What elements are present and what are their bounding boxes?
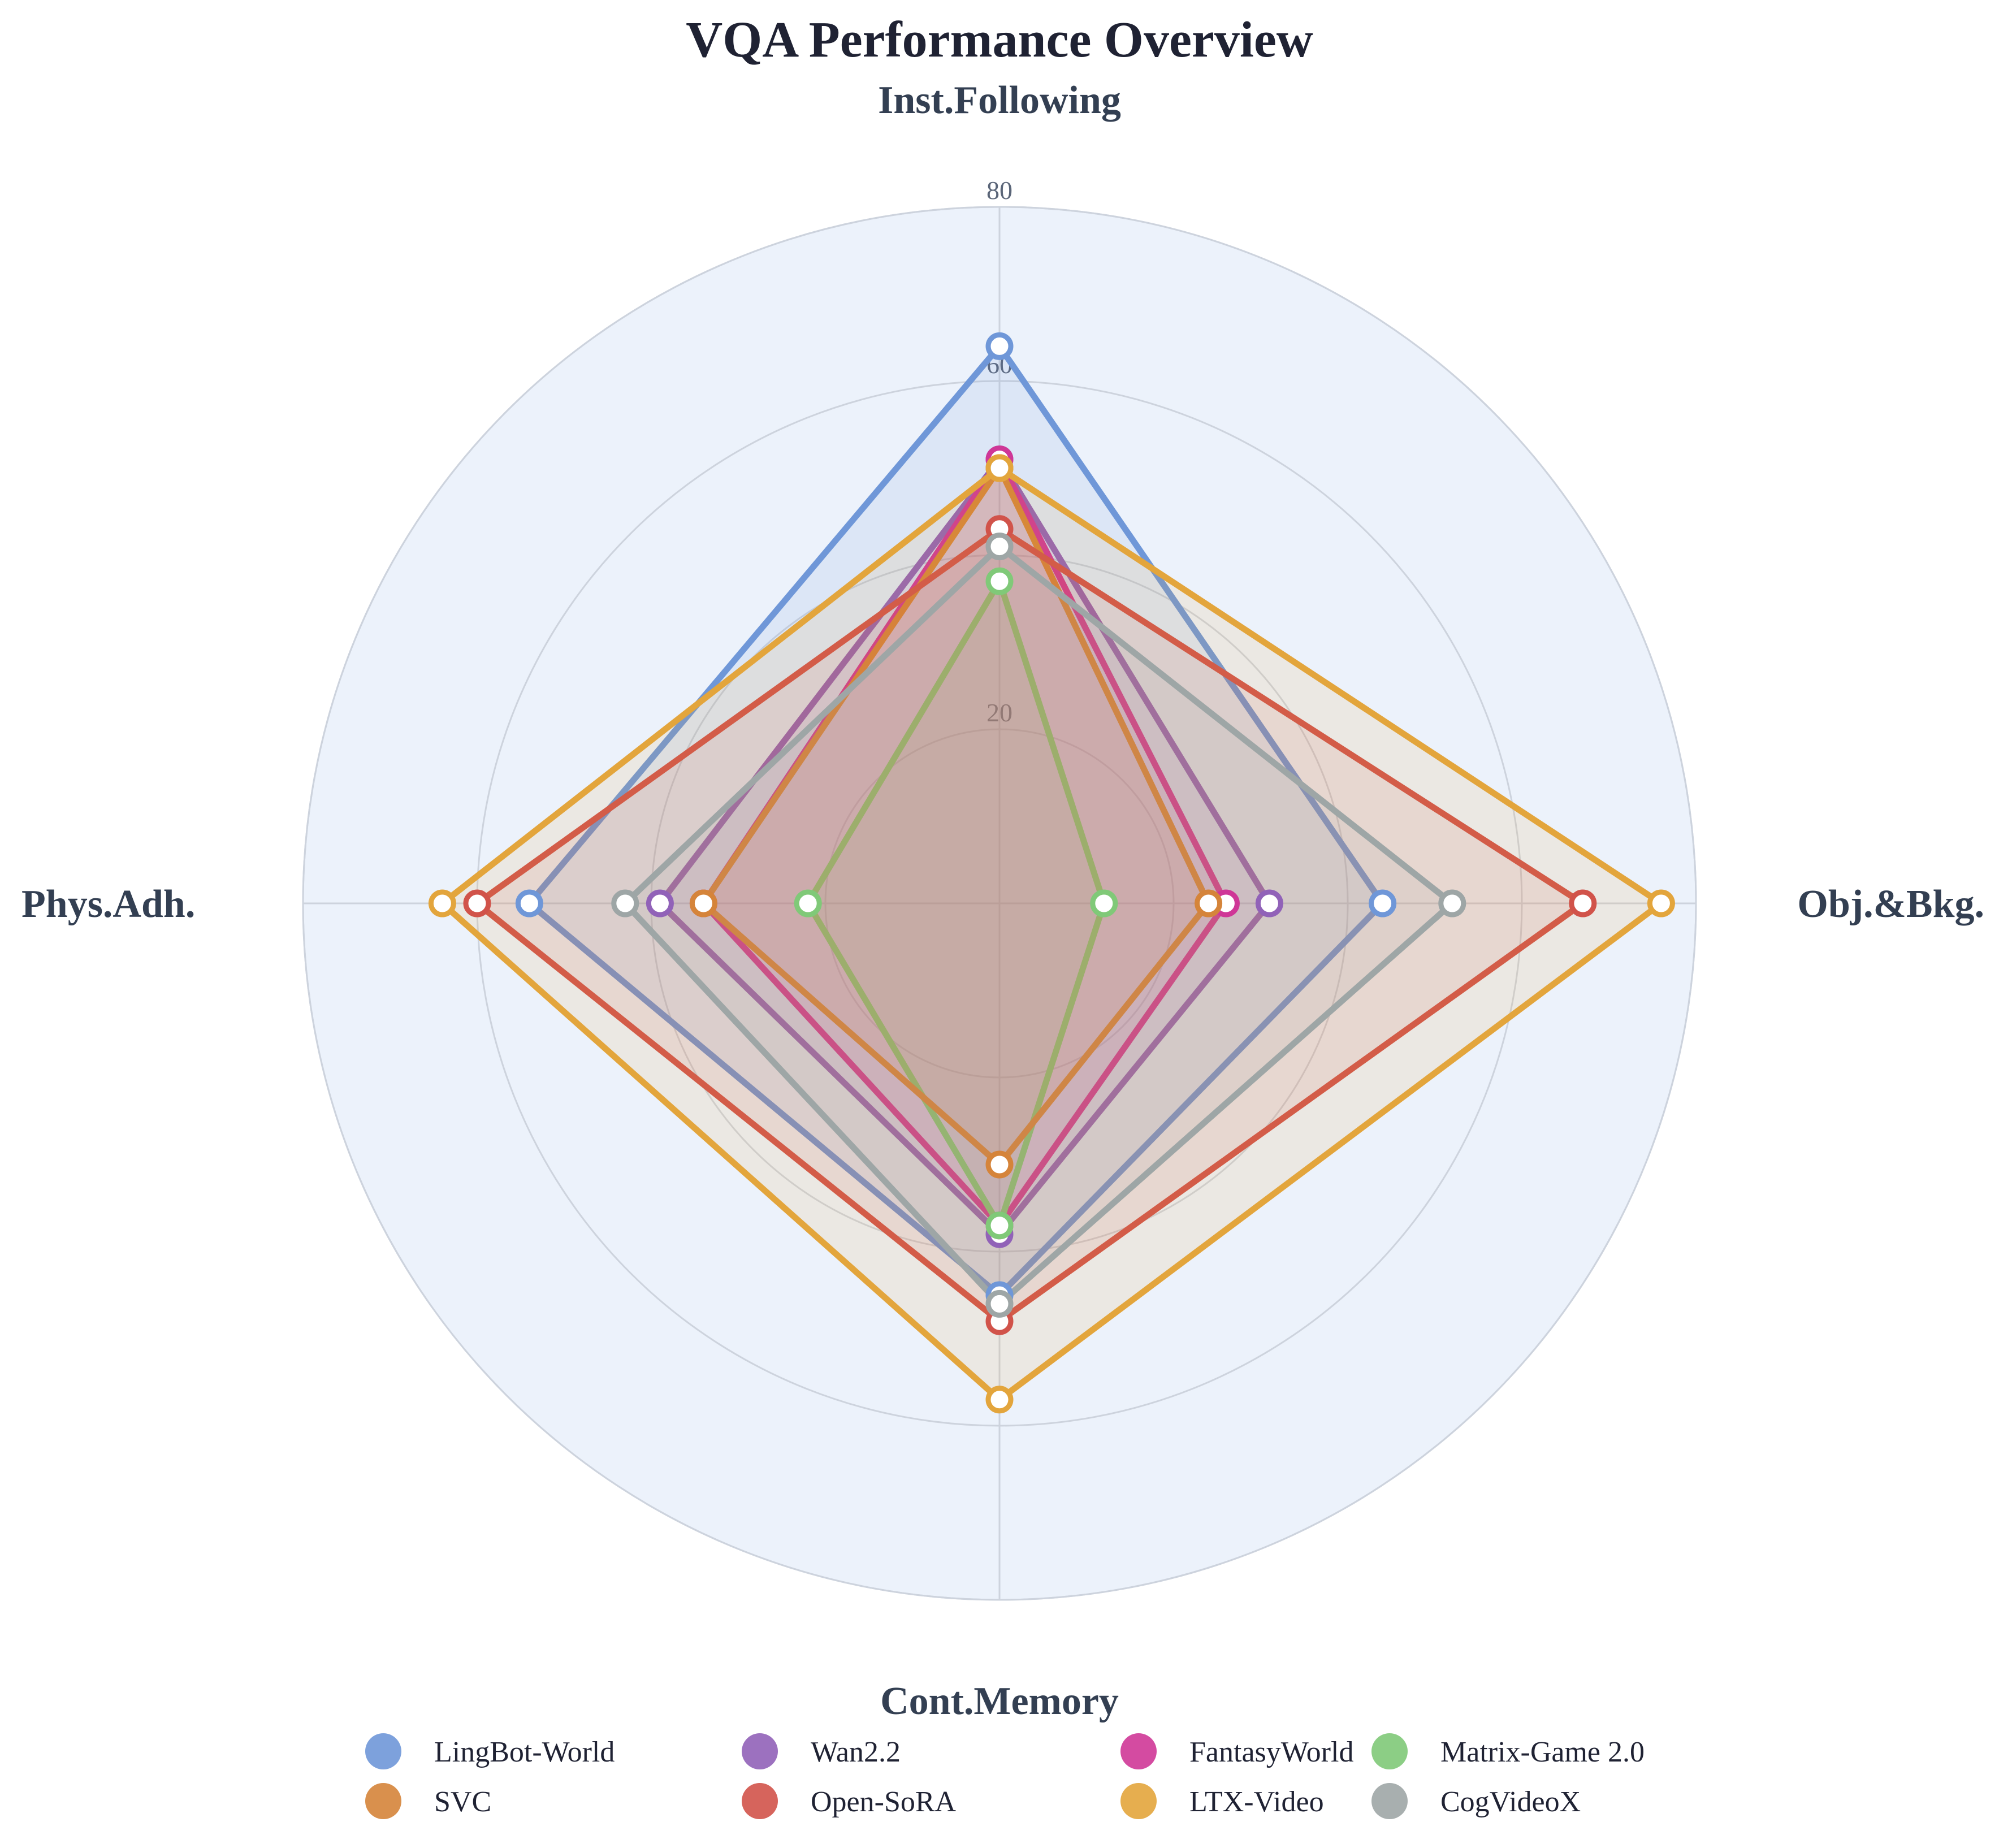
axis-label: Phys.Adh. bbox=[21, 882, 195, 926]
legend-label: SVC bbox=[434, 1786, 491, 1818]
legend-marker bbox=[365, 1733, 401, 1769]
data-point bbox=[1647, 889, 1675, 917]
data-point bbox=[985, 1150, 1014, 1179]
data-point bbox=[1369, 889, 1397, 917]
axis-label: Obj.&Bkg. bbox=[1797, 882, 1984, 926]
data-point bbox=[515, 889, 543, 917]
data-point bbox=[1438, 889, 1466, 917]
plot-area: 20406080Inst.FollowingObj.&Bkg.Cont.Memo… bbox=[21, 79, 1984, 1723]
data-point bbox=[985, 454, 1014, 482]
data-point bbox=[1090, 889, 1118, 917]
data-point bbox=[985, 1289, 1014, 1318]
axis-label: Cont.Memory bbox=[880, 1680, 1119, 1723]
data-point bbox=[985, 533, 1014, 561]
data-point bbox=[689, 889, 717, 917]
tick-label: 20 bbox=[986, 698, 1013, 727]
legend-label: Open-SoRA bbox=[811, 1786, 957, 1818]
legend-marker bbox=[1371, 1733, 1408, 1769]
legend-label: FantasyWorld bbox=[1189, 1736, 1353, 1768]
data-point bbox=[428, 889, 456, 917]
legend-label: LingBot-World bbox=[434, 1736, 615, 1768]
data-point bbox=[463, 889, 491, 917]
legend-marker bbox=[1120, 1783, 1157, 1819]
legend-marker bbox=[742, 1733, 778, 1769]
legend-marker bbox=[365, 1783, 401, 1819]
data-point bbox=[985, 1211, 1014, 1240]
legend-marker bbox=[742, 1783, 778, 1819]
legend-label: LTX-Video bbox=[1189, 1786, 1324, 1818]
legend-label: CogVideoX bbox=[1440, 1786, 1581, 1818]
data-point bbox=[794, 889, 822, 917]
data-point bbox=[985, 567, 1014, 595]
legend-marker bbox=[1120, 1733, 1157, 1769]
chart-title: VQA Performance Overview bbox=[686, 12, 1313, 68]
data-point bbox=[985, 1386, 1014, 1414]
legend: LingBot-World Wan2.2 FantasyWorld Matrix-Ga… bbox=[365, 1733, 1645, 1819]
data-point bbox=[1195, 889, 1223, 917]
data-point bbox=[1569, 889, 1597, 917]
data-point bbox=[1255, 889, 1283, 917]
data-point bbox=[985, 332, 1014, 360]
data-point bbox=[646, 889, 674, 917]
legend-label: Wan2.2 bbox=[811, 1736, 901, 1768]
legend-marker bbox=[1371, 1783, 1408, 1819]
legend-label: Matrix-Game 2.0 bbox=[1440, 1736, 1645, 1768]
axis-label: Inst.Following bbox=[878, 79, 1121, 122]
data-point bbox=[611, 889, 639, 917]
tick-label: 80 bbox=[986, 176, 1013, 205]
